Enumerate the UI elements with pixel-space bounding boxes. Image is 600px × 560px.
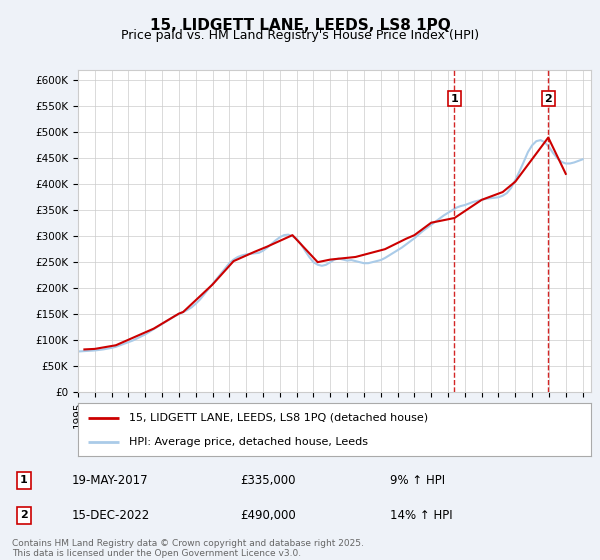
Text: 15, LIDGETT LANE, LEEDS, LS8 1PQ (detached house): 15, LIDGETT LANE, LEEDS, LS8 1PQ (detach… xyxy=(130,413,428,423)
Text: Price paid vs. HM Land Registry's House Price Index (HPI): Price paid vs. HM Land Registry's House … xyxy=(121,29,479,42)
Text: 15-DEC-2022: 15-DEC-2022 xyxy=(72,508,150,522)
Text: £335,000: £335,000 xyxy=(240,474,296,487)
Text: 1: 1 xyxy=(20,475,28,485)
Text: 15, LIDGETT LANE, LEEDS, LS8 1PQ: 15, LIDGETT LANE, LEEDS, LS8 1PQ xyxy=(149,18,451,33)
Text: HPI: Average price, detached house, Leeds: HPI: Average price, detached house, Leed… xyxy=(130,437,368,447)
Text: 1: 1 xyxy=(451,94,458,104)
Text: 2: 2 xyxy=(20,510,28,520)
Text: Contains HM Land Registry data © Crown copyright and database right 2025.
This d: Contains HM Land Registry data © Crown c… xyxy=(12,539,364,558)
Text: 9% ↑ HPI: 9% ↑ HPI xyxy=(390,474,445,487)
Text: 14% ↑ HPI: 14% ↑ HPI xyxy=(390,508,452,522)
Text: £490,000: £490,000 xyxy=(240,508,296,522)
Text: 19-MAY-2017: 19-MAY-2017 xyxy=(72,474,149,487)
Text: 2: 2 xyxy=(544,94,552,104)
